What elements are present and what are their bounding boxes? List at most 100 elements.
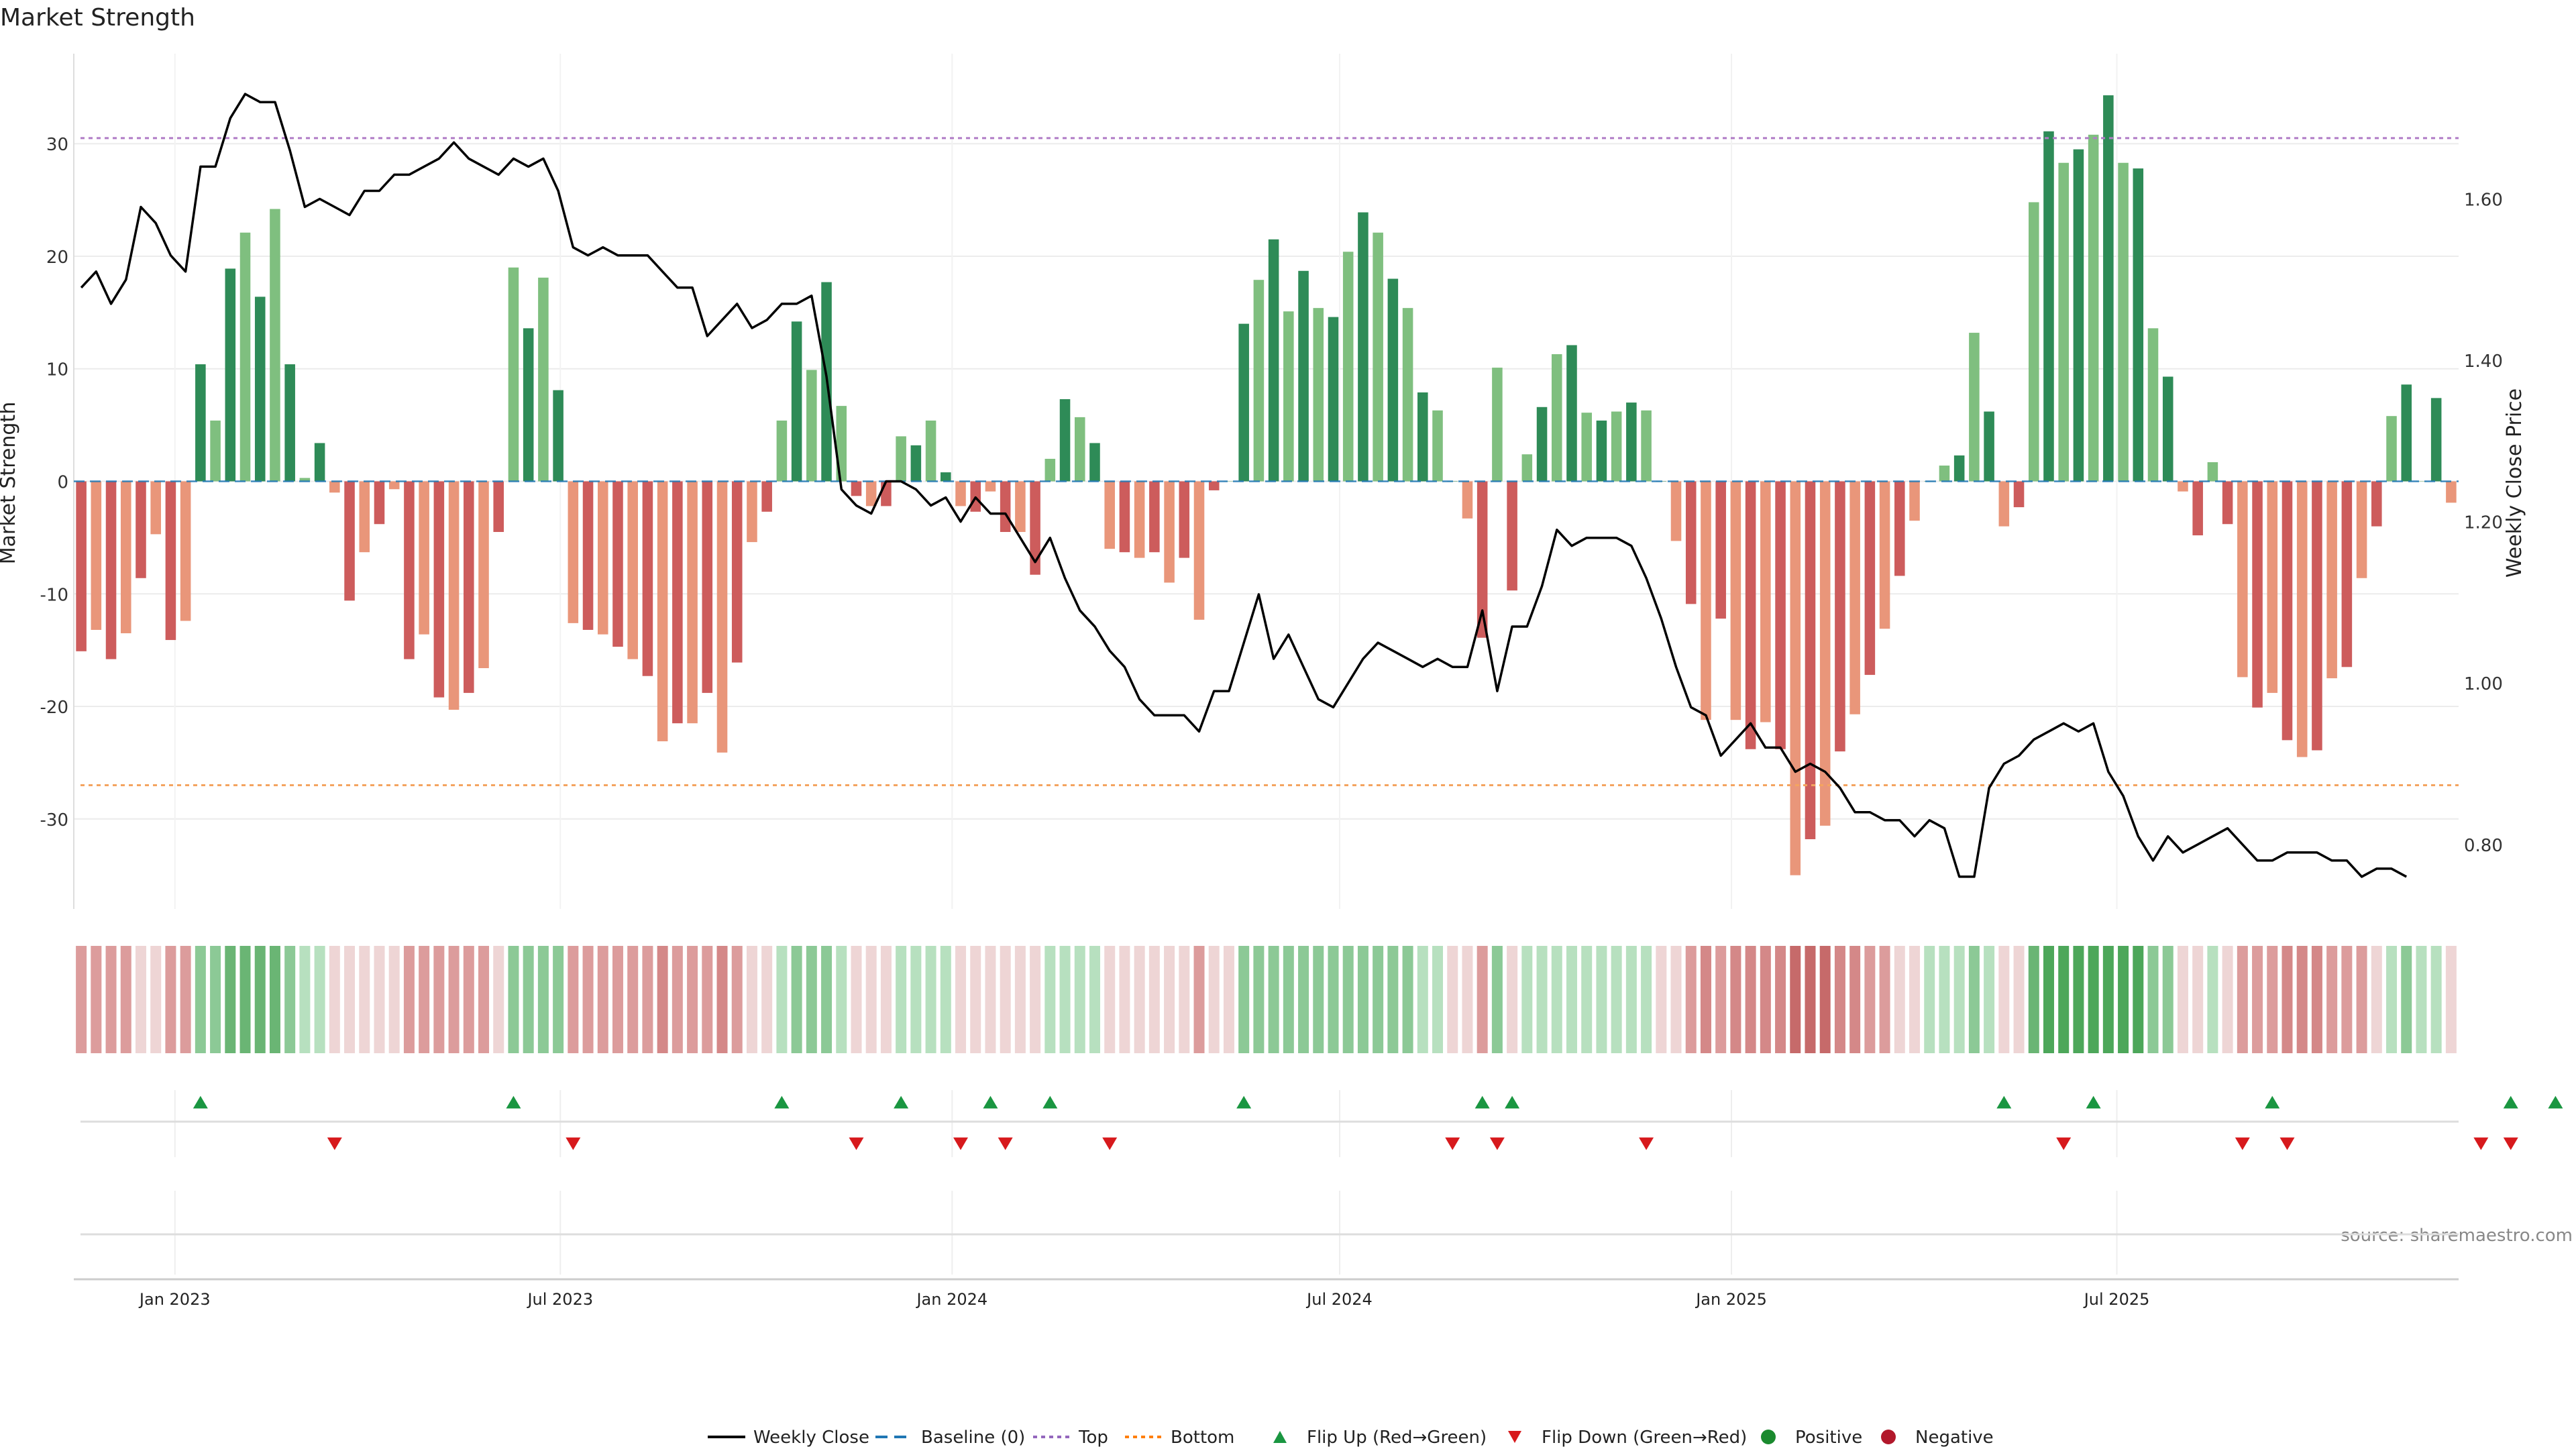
strength-bar: [791, 321, 802, 482]
strength-bar: [1149, 481, 1160, 553]
heat-cell: [165, 946, 176, 1053]
strength-bar: [1432, 410, 1443, 482]
strength-bar: [865, 481, 877, 506]
heat-cell: [1000, 946, 1011, 1053]
heat-cell: [493, 946, 504, 1053]
strength-bar: [419, 481, 429, 635]
strength-bar: [1253, 280, 1265, 482]
strength-bar: [1998, 481, 2010, 527]
heat-cell: [1253, 946, 1265, 1053]
heat-cell: [1238, 946, 1250, 1053]
strength-bar: [493, 481, 504, 532]
heat-cell: [1507, 946, 1518, 1053]
heat-cell: [1730, 946, 1741, 1053]
heat-cell: [2102, 946, 2114, 1053]
heat-cell: [1551, 946, 1562, 1053]
heat-cell: [1313, 946, 1324, 1053]
heat-cell: [1074, 946, 1085, 1053]
heat-cell: [1968, 946, 1980, 1053]
strength-bar: [955, 481, 966, 506]
heat-cell: [1387, 946, 1399, 1053]
heat-cell: [940, 946, 951, 1053]
strength-bar: [1179, 481, 1190, 558]
heat-cell: [1148, 946, 1160, 1053]
heat-cell: [195, 946, 206, 1053]
strength-bar: [568, 481, 579, 623]
heat-cell: [1879, 946, 1890, 1053]
heat-cell: [836, 946, 847, 1053]
heat-cell: [672, 946, 683, 1053]
legend-item: Weekly Close: [708, 1428, 869, 1448]
heat-cell: [299, 946, 311, 1053]
strength-bar: [1760, 481, 1771, 722]
legend-swatch-circle: [1881, 1430, 1896, 1444]
heat-cell: [761, 946, 773, 1053]
strength-bar: [1536, 407, 1548, 482]
heat-cell: [1491, 946, 1503, 1053]
y-tick-label: -20: [40, 698, 68, 718]
heat-cell: [791, 946, 802, 1053]
heat-cell: [1656, 946, 1667, 1053]
strength-bar: [1417, 392, 1428, 482]
heat-cell: [419, 946, 430, 1053]
strength-bar: [627, 481, 638, 659]
heat-cell: [746, 946, 757, 1053]
heat-cell: [1328, 946, 1339, 1053]
heat-cell: [1790, 946, 1801, 1053]
y-tick-label: 20: [46, 248, 68, 268]
heat-cell: [1417, 946, 1428, 1053]
strength-bar: [478, 481, 489, 668]
flip-down-marker: [998, 1137, 1013, 1150]
flip-up-marker: [1996, 1095, 2012, 1109]
strength-bar: [1805, 481, 1816, 839]
strength-bar: [851, 481, 862, 496]
heat-cell: [2326, 946, 2338, 1053]
flip-down-marker: [1102, 1137, 1118, 1150]
strength-bar: [2312, 481, 2322, 751]
heat-cell: [1030, 946, 1041, 1053]
strength-bar: [2356, 481, 2367, 578]
heat-cell: [2177, 946, 2188, 1053]
y2-axis-label: Weekly Close Price: [2503, 388, 2526, 578]
heat-cell: [1834, 946, 1845, 1053]
heat-cell: [2311, 946, 2322, 1053]
heat-cell: [1268, 946, 1279, 1053]
strength-bar: [1715, 481, 1726, 619]
heat-cell: [806, 946, 817, 1053]
strength-bar: [2147, 328, 2159, 482]
strength-bar: [1819, 481, 1831, 826]
strength-bar: [1000, 481, 1011, 532]
heat-cell: [448, 946, 460, 1053]
heat-cell: [1849, 946, 1861, 1053]
flip-up-marker: [1474, 1095, 1490, 1109]
heat-cell: [1432, 946, 1444, 1053]
heat-cell: [1119, 946, 1130, 1053]
strength-bar: [1969, 333, 1980, 482]
legend-label: Flip Down (Green→Red): [1542, 1428, 1747, 1448]
heat-cell: [433, 946, 445, 1053]
strength-bar: [150, 481, 161, 535]
strength-bar: [925, 420, 936, 482]
heat-cell: [1670, 946, 1682, 1053]
heat-cell: [896, 946, 907, 1053]
strength-bar: [1193, 481, 1205, 620]
strength-bar: [597, 481, 608, 635]
strength-bar: [1701, 481, 1711, 720]
strength-bar: [508, 267, 519, 482]
heat-cell: [2088, 946, 2099, 1053]
strength-bar: [1268, 239, 1279, 482]
heat-cell: [1805, 946, 1816, 1053]
heat-cell: [2073, 946, 2084, 1053]
heat-cell: [1581, 946, 1593, 1053]
heat-cell: [2118, 946, 2129, 1053]
heat-cell: [955, 946, 967, 1053]
strength-bar: [1358, 212, 1368, 482]
strength-bar: [1790, 481, 1801, 875]
heat-cell: [865, 946, 877, 1053]
y2-tick-label: 0.80: [2464, 836, 2503, 856]
strength-bar: [105, 481, 117, 659]
heat-cell: [821, 946, 833, 1053]
strength-bar: [359, 481, 370, 553]
x-tick-label: Jan 2025: [1695, 1290, 1767, 1309]
strength-bar: [2222, 481, 2233, 525]
